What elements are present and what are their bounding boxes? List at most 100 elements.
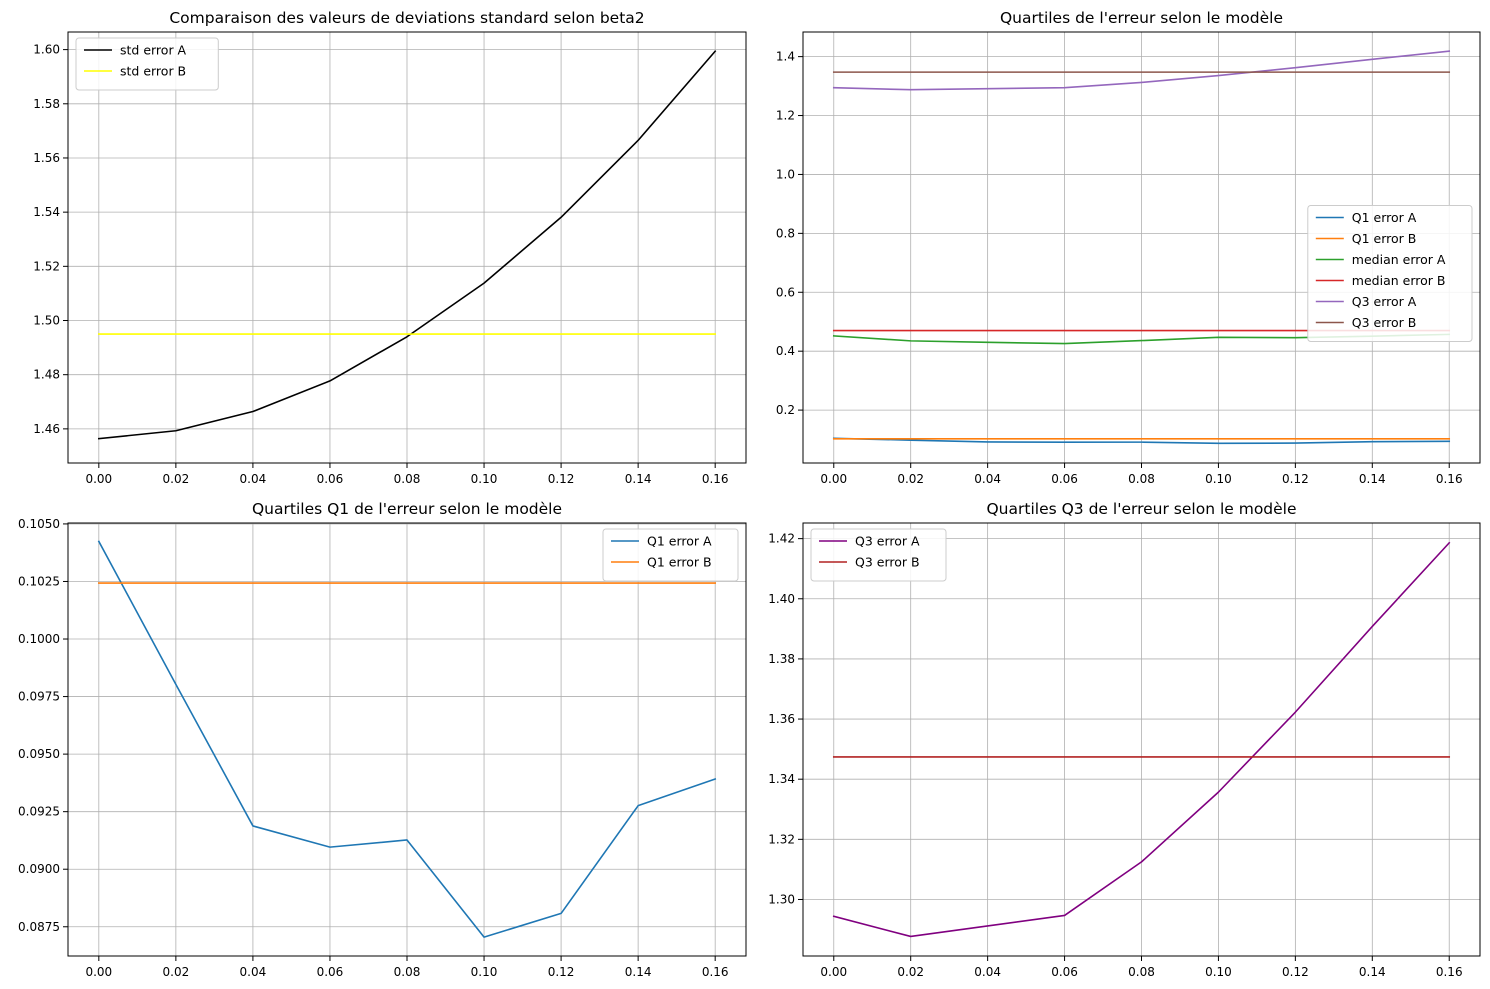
x-tick-label: 0.00	[85, 472, 112, 486]
y-tick-label: 1.56	[33, 151, 60, 165]
y-tick-label: 1.46	[33, 422, 60, 436]
x-tick-label: 0.02	[163, 965, 190, 979]
x-tick-label: 0.04	[974, 965, 1001, 979]
legend-label: median error B	[1352, 273, 1446, 288]
legend-label: Q3 error A	[1352, 294, 1417, 309]
x-tick-label: 0.04	[240, 472, 267, 486]
x-tick-label: 0.08	[1128, 472, 1155, 486]
y-tick-label: 1.58	[33, 97, 60, 111]
series-line-4	[832, 50, 1451, 91]
legend-label: Q1 error A	[1352, 210, 1417, 225]
x-tick-label: 0.08	[1128, 965, 1155, 979]
y-tick-label: 1.30	[768, 892, 795, 906]
chart-std-deviation: Comparaison des valeurs de deviations st…	[33, 9, 747, 486]
y-tick-label: 1.40	[768, 592, 795, 606]
y-tick-label: 1.52	[33, 259, 60, 273]
x-tick-label: 0.04	[974, 472, 1001, 486]
x-tick-label: 0.02	[897, 472, 924, 486]
y-tick-label: 0.0975	[18, 690, 60, 704]
axes-frame	[67, 31, 747, 464]
x-tick-label: 0.10	[471, 965, 498, 979]
y-tick-label: 0.0900	[18, 862, 60, 876]
y-tick-label: 0.8	[776, 226, 795, 240]
x-tick-label: 0.02	[163, 472, 190, 486]
legend: std error A std error B	[75, 37, 219, 91]
legend-label: Q3 error B	[855, 555, 920, 570]
series-line-0	[832, 437, 1451, 445]
legend-label: Q3 error B	[1352, 315, 1417, 330]
grid	[803, 523, 1480, 956]
y-tick-label: 0.6	[776, 285, 795, 299]
x-tick-label: 0.14	[1359, 965, 1386, 979]
chart-title: Quartiles de l'erreur selon le modèle	[1000, 9, 1283, 27]
x-tick-label: 0.04	[240, 965, 267, 979]
x-tick-label: 0.12	[548, 472, 575, 486]
chart-title: Quartiles Q1 de l'erreur selon le modèle	[252, 500, 562, 518]
y-tick-label: 0.1025	[18, 574, 60, 588]
x-tick-label: 0.16	[702, 472, 729, 486]
y-tick-label: 1.2	[776, 109, 795, 123]
x-tick-label: 0.06	[317, 965, 344, 979]
series-line-0	[832, 541, 1451, 938]
y-tick-label: 1.34	[768, 772, 795, 786]
y-tick-label: 1.42	[768, 532, 795, 546]
y-tick-label: 1.32	[768, 832, 795, 846]
grid	[68, 32, 746, 463]
y-tick-label: 0.2	[776, 403, 795, 417]
y-tick-label: 1.54	[33, 205, 60, 219]
series-line-0	[97, 540, 717, 938]
x-tick-label: 0.02	[897, 965, 924, 979]
legend-box	[1307, 205, 1473, 342]
x-tick-label: 0.00	[820, 965, 847, 979]
x-tick-label: 0.00	[820, 472, 847, 486]
x-tick-label: 0.08	[394, 965, 421, 979]
y-tick-label: 0.0875	[18, 920, 60, 934]
legend-label: Q1 error B	[1352, 231, 1417, 246]
x-tick-label: 0.16	[702, 965, 729, 979]
x-tick-label: 0.16	[1436, 965, 1463, 979]
legend-box	[810, 528, 947, 582]
legend-label: Q3 error A	[855, 534, 920, 549]
x-tick-label: 0.00	[85, 965, 112, 979]
legend-label: std error B	[120, 64, 186, 79]
x-tick-label: 0.08	[394, 472, 421, 486]
chart-title: Quartiles Q3 de l'erreur selon le modèle	[986, 500, 1296, 518]
y-tick-label: 1.48	[33, 368, 60, 382]
chart-quartiles-q1: Quartiles Q1 de l'erreur selon le modèle…	[18, 500, 747, 979]
grid	[803, 32, 1480, 463]
legend-label: median error A	[1352, 252, 1446, 267]
legend: Q3 error A Q3 error B	[810, 528, 947, 582]
y-tick-label: 0.0925	[18, 805, 60, 819]
axes-frame	[802, 522, 1481, 957]
legend: Q1 error A Q1 error B	[602, 528, 739, 582]
legend: Q1 error A Q1 error B median error A median…	[1307, 205, 1473, 342]
y-tick-label: 0.1000	[18, 632, 60, 646]
legend-label: Q1 error B	[647, 555, 712, 570]
axes-frame	[802, 31, 1481, 464]
y-tick-label: 1.38	[768, 652, 795, 666]
x-tick-label: 0.12	[548, 965, 575, 979]
x-tick-label: 0.10	[1205, 472, 1232, 486]
y-tick-label: 0.0950	[18, 747, 60, 761]
y-tick-label: 0.4	[776, 344, 795, 358]
x-tick-label: 0.06	[317, 472, 344, 486]
legend-label: Q1 error A	[647, 534, 712, 549]
chart-title: Comparaison des valeurs de deviations st…	[169, 9, 644, 27]
x-tick-label: 0.12	[1282, 472, 1309, 486]
series-line-0	[97, 50, 717, 440]
x-tick-label: 0.16	[1436, 472, 1463, 486]
chart-quartiles-all: Quartiles de l'erreur selon le modèle 0.…	[776, 9, 1481, 486]
legend-box	[602, 528, 739, 582]
x-tick-label: 0.14	[1359, 472, 1386, 486]
y-tick-label: 1.36	[768, 712, 795, 726]
x-tick-label: 0.10	[471, 472, 498, 486]
x-tick-label: 0.14	[625, 965, 652, 979]
x-tick-label: 0.10	[1205, 965, 1232, 979]
y-tick-label: 1.60	[33, 43, 60, 57]
axes-frame	[67, 522, 747, 957]
y-tick-label: 0.1050	[18, 517, 60, 531]
x-tick-label: 0.06	[1051, 965, 1078, 979]
y-tick-label: 1.50	[33, 314, 60, 328]
chart-quartiles-q3: Quartiles Q3 de l'erreur selon le modèle…	[768, 500, 1481, 979]
